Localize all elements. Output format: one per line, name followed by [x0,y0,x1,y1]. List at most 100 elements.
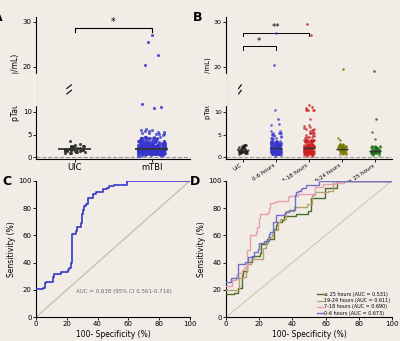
Point [304,142,310,148]
Point [310,137,316,143]
Point [146,145,152,150]
Point [338,145,344,150]
Point [372,149,378,155]
Point [302,139,308,144]
Point [143,151,149,157]
Point [269,142,276,147]
Point [305,149,311,155]
Point [136,149,142,154]
Point [138,127,144,133]
Point [307,138,314,144]
7-18 hours (AUC = 0.690) [254,225,259,229]
Point [162,147,168,152]
Point [156,142,162,148]
Point [155,151,161,157]
Point [144,39,151,45]
Point [152,151,158,156]
Point [239,149,246,154]
Point [272,143,279,148]
Point [158,147,165,153]
Point [154,148,160,153]
Point [142,152,148,158]
Point [268,145,274,150]
Point [276,130,282,135]
Point [341,146,348,151]
Point [154,150,161,155]
Point [273,140,280,146]
Point [142,151,148,156]
Point [156,150,163,155]
Point [272,144,278,150]
Point [144,142,151,147]
Point [368,129,375,134]
Point [153,144,159,149]
Point [302,149,308,154]
Point [373,147,380,152]
Point [73,149,80,155]
Point [159,150,165,156]
Point [271,133,277,138]
Bar [201,74,226,105]
Point [154,137,160,142]
Point [154,146,161,151]
Point [240,148,247,153]
19-24 hours (AUC = 0.611) [390,179,394,183]
Point [157,152,163,158]
Point [136,149,142,155]
≥ 25 hours (AUC = 0.531) [275,223,280,227]
19-24 hours (AUC = 0.611) [278,220,282,224]
Point [310,148,317,154]
Point [309,145,315,150]
Point [376,145,383,150]
Point [303,148,310,153]
Point [150,146,157,151]
Point [305,150,311,155]
Point [272,145,279,151]
Point [340,151,347,157]
Point [140,146,146,151]
Point [242,143,249,148]
7-18 hours (AUC = 0.690) [224,284,228,288]
Point [138,131,145,136]
Point [276,148,283,153]
Point [338,146,344,152]
Point [142,147,149,153]
Point [373,144,379,150]
Point [156,148,162,153]
Point [142,149,148,154]
Point [271,132,277,137]
Point [274,152,280,157]
Point [274,144,280,150]
Point [370,146,377,152]
Point [158,146,164,152]
Point [158,145,165,151]
Point [157,148,164,153]
Point [373,151,380,156]
Point [159,148,165,154]
Point [135,145,141,150]
Point [273,152,280,158]
Point [152,146,158,151]
Point [303,138,309,144]
Point [343,145,349,150]
Point [303,147,310,153]
Point [270,148,276,153]
Point [145,141,151,146]
Point [304,138,310,144]
Point [135,153,141,158]
Point [277,130,283,135]
Point [274,149,280,154]
Point [138,149,144,154]
Point [272,146,278,151]
Point [239,143,246,149]
Point [244,150,250,156]
Point [140,149,146,155]
Point [305,148,311,154]
Point [268,150,274,155]
Point [270,139,276,145]
Text: C: C [2,175,11,188]
Point [369,148,376,153]
Point [155,144,161,149]
Point [242,147,248,153]
Point [153,145,160,150]
